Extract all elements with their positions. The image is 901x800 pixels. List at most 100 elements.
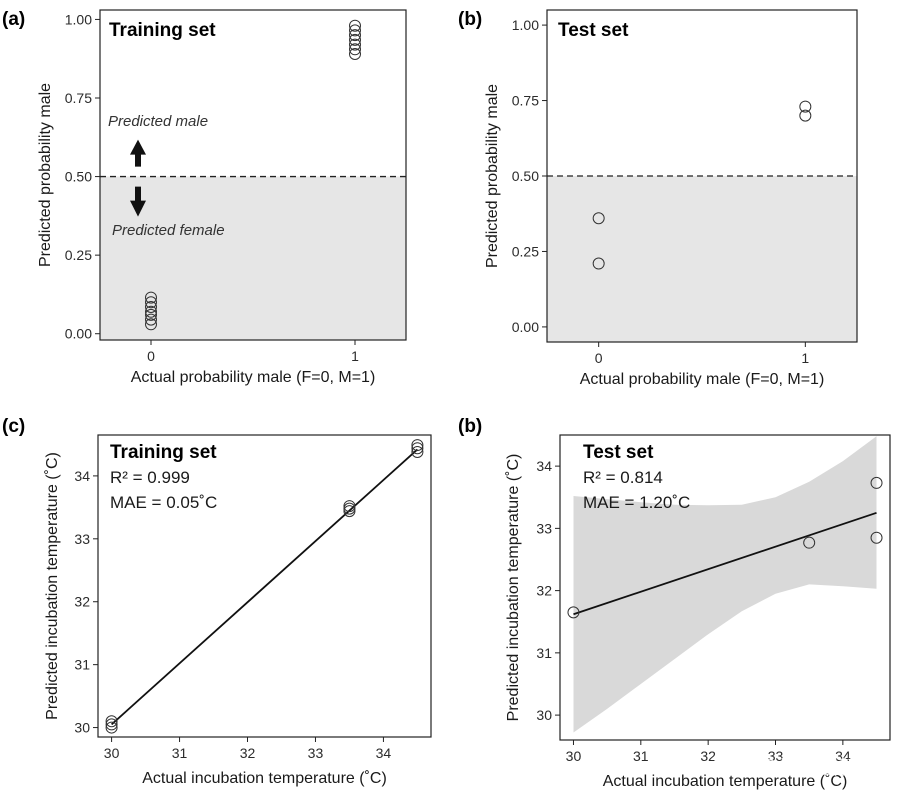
data-point [799, 100, 812, 113]
panel-1: (a) 0 1 0.00 0.25 0.50 0.75 1.00 Actual probabil… [2, 9, 407, 386]
y-tick-label: 31 [74, 657, 90, 673]
data-point [145, 291, 157, 304]
data-point [105, 715, 118, 728]
panel-title: Test set [558, 20, 629, 41]
data-point [349, 29, 361, 42]
plot-area [567, 436, 883, 733]
x-tick-label: 31 [172, 745, 188, 761]
data-point [349, 33, 361, 46]
x-tick-label: 30 [566, 748, 582, 764]
data-point [411, 442, 424, 455]
y-tick-label: 34 [536, 458, 552, 474]
annotation-predicted-female: Predicted female [112, 222, 225, 239]
data-point [799, 109, 812, 122]
plot-frame [559, 434, 891, 741]
x-tick-label: 31 [633, 748, 649, 764]
y-tick-label: 33 [536, 520, 552, 536]
y-tick-label: 31 [536, 645, 552, 661]
data-point [145, 318, 157, 331]
x-axis-title: Actual incubation temperature (˚C) [603, 773, 848, 790]
y-tick-label: 0.75 [512, 93, 539, 109]
x-tick-label: 32 [240, 745, 256, 761]
panel-4: (b) 30 31 32 33 34 30 31 32 33 34 Actual incubation… [458, 416, 891, 790]
y-tick-label: 0.00 [512, 319, 539, 335]
y-tick-label: 0.25 [65, 247, 92, 263]
data-point [349, 48, 361, 60]
y-tick-label: 32 [536, 583, 552, 599]
y-tick-label: 33 [74, 531, 90, 547]
data-point [343, 500, 356, 513]
plot-area [100, 19, 406, 340]
y-axis-title: Predicted probability male [484, 84, 501, 268]
data-point [592, 257, 605, 270]
y-axis-title: Predicted probability male [37, 83, 54, 267]
data-point [145, 313, 157, 326]
panel-title: Training set [109, 20, 216, 41]
panel-letter: (b) [458, 416, 482, 437]
panel-letter: (b) [458, 9, 482, 30]
data-point [343, 505, 356, 518]
x-tick-label: 33 [768, 748, 784, 764]
stat-line: MAE = 0.05˚C [110, 493, 217, 512]
panel-title: Test set [583, 442, 654, 463]
data-point [803, 536, 816, 549]
plot-area [105, 439, 424, 734]
x-tick-label: 30 [104, 745, 120, 761]
female-region-shade [547, 176, 857, 342]
data-point [105, 718, 118, 731]
x-tick-label: 32 [700, 748, 716, 764]
data-point [145, 308, 157, 321]
watermark-text: 知乎 @易基因科技 [712, 756, 878, 779]
confidence-band [573, 436, 877, 733]
data-point [343, 502, 356, 515]
panel-letter: (a) [2, 9, 25, 30]
up-arrow-icon [130, 139, 146, 167]
panel-2: (b) 0 1 0.00 0.25 0.50 0.75 1.00 Actual probabil… [458, 9, 858, 388]
data-point [592, 212, 605, 225]
data-point [145, 301, 157, 313]
annotation-predicted-male: Predicted male [108, 113, 208, 130]
y-axis-title: Predicted incubation temperature (˚C) [44, 452, 61, 720]
y-tick-label: 0.00 [65, 326, 92, 342]
x-axis-title: Actual probability male (F=0, M=1) [131, 369, 376, 386]
data-point [567, 606, 580, 619]
stat-line: R² = 0.999 [110, 468, 190, 487]
y-tick-label: 34 [74, 468, 90, 484]
data-point [411, 439, 424, 452]
x-tick-label: 1 [351, 348, 359, 364]
y-tick-label: 0.50 [512, 168, 539, 184]
stat-line: R² = 0.814 [583, 468, 663, 487]
regression-line [110, 448, 419, 726]
plot-frame [99, 9, 407, 341]
data-point [145, 305, 157, 318]
x-axis-title: Actual probability male (F=0, M=1) [580, 371, 825, 388]
data-point [349, 19, 361, 32]
regression-line [573, 511, 877, 616]
data-point [411, 445, 424, 458]
y-tick-label: 0.25 [512, 243, 539, 259]
y-tick-label: 32 [74, 594, 90, 610]
data-point [870, 476, 883, 489]
data-point [105, 721, 118, 734]
y-axis-title: Predicted incubation temperature (˚C) [505, 454, 522, 722]
plot-frame [97, 434, 432, 738]
y-tick-label: 30 [536, 707, 552, 723]
y-tick-label: 1.00 [512, 17, 539, 33]
panel-letter: (c) [2, 416, 25, 437]
x-tick-label: 0 [147, 348, 155, 364]
data-point [349, 24, 361, 37]
y-tick-label: 1.00 [65, 11, 92, 27]
x-axis-title: Actual incubation temperature (˚C) [142, 770, 387, 787]
panel-title: Training set [110, 442, 217, 463]
x-tick-label: 34 [376, 745, 392, 761]
x-tick-label: 33 [308, 745, 324, 761]
y-tick-label: 0.50 [65, 169, 92, 185]
data-point [349, 38, 361, 51]
plot-area [547, 100, 857, 342]
down-arrow-icon [130, 186, 146, 217]
data-point [145, 296, 157, 309]
x-tick-label: 34 [835, 748, 851, 764]
data-point [349, 43, 361, 56]
y-tick-label: 0.75 [65, 90, 92, 106]
